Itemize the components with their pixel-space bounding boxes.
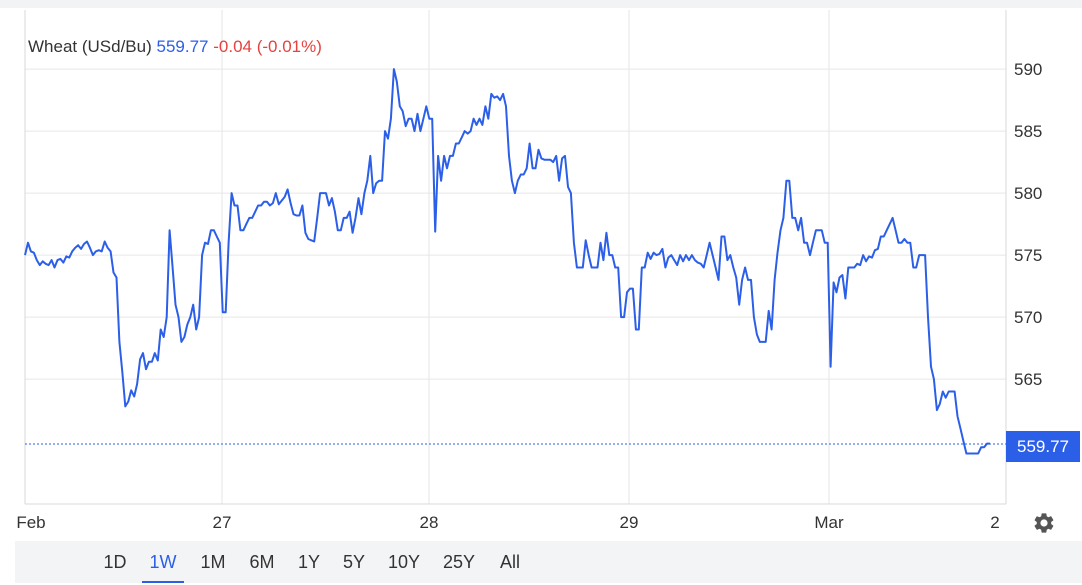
range-button-10y[interactable]: 10Y xyxy=(387,552,421,572)
range-button-1y[interactable]: 1Y xyxy=(297,552,321,572)
x-tick-label: 29 xyxy=(620,513,639,532)
price-line xyxy=(24,68,990,455)
gear-icon[interactable] xyxy=(1032,511,1056,535)
legend-instrument: Wheat (USd/Bu) xyxy=(28,37,152,56)
y-tick-label: 585 xyxy=(1014,122,1042,141)
y-tick-label: 575 xyxy=(1014,246,1042,265)
range-button-5y[interactable]: 5Y xyxy=(342,552,366,572)
range-button-6m[interactable]: 6M xyxy=(249,552,275,572)
top-strip xyxy=(0,0,1082,8)
legend-change: -0.04 (-0.01%) xyxy=(213,37,322,56)
y-axis-ticks: 565 570 575 580 585 590 xyxy=(1014,60,1042,389)
x-axis-ticks: Feb 27 28 29 Mar 2 xyxy=(16,513,999,532)
x-tick-label: 27 xyxy=(213,513,232,532)
grid-lines xyxy=(24,10,1007,505)
x-tick-label: 2 xyxy=(990,513,999,532)
legend: Wheat (USd/Bu) 559.77 -0.04 (-0.01%) xyxy=(28,37,322,57)
y-tick-label: 565 xyxy=(1014,370,1042,389)
range-button-all[interactable]: All xyxy=(499,552,520,572)
y-tick-label: 570 xyxy=(1014,308,1042,327)
legend-price: 559.77 xyxy=(156,37,209,56)
y-tick-label: 580 xyxy=(1014,184,1042,203)
last-price-tag: 559.77 xyxy=(1006,431,1080,462)
range-button-25y[interactable]: 25Y xyxy=(442,552,476,572)
range-selector-bar xyxy=(15,541,1082,583)
x-tick-label: Mar xyxy=(814,513,844,532)
y-tick-label: 590 xyxy=(1014,60,1042,79)
range-button-1m[interactable]: 1M xyxy=(200,552,226,572)
x-tick-label: Feb xyxy=(16,513,45,532)
range-button-1d[interactable]: 1D xyxy=(103,552,127,572)
price-chart[interactable]: Feb 27 28 29 Mar 2 565 570 575 580 585 590 xyxy=(0,0,1082,541)
x-tick-label: 28 xyxy=(420,513,439,532)
range-button-1w[interactable]: 1W xyxy=(142,541,184,583)
